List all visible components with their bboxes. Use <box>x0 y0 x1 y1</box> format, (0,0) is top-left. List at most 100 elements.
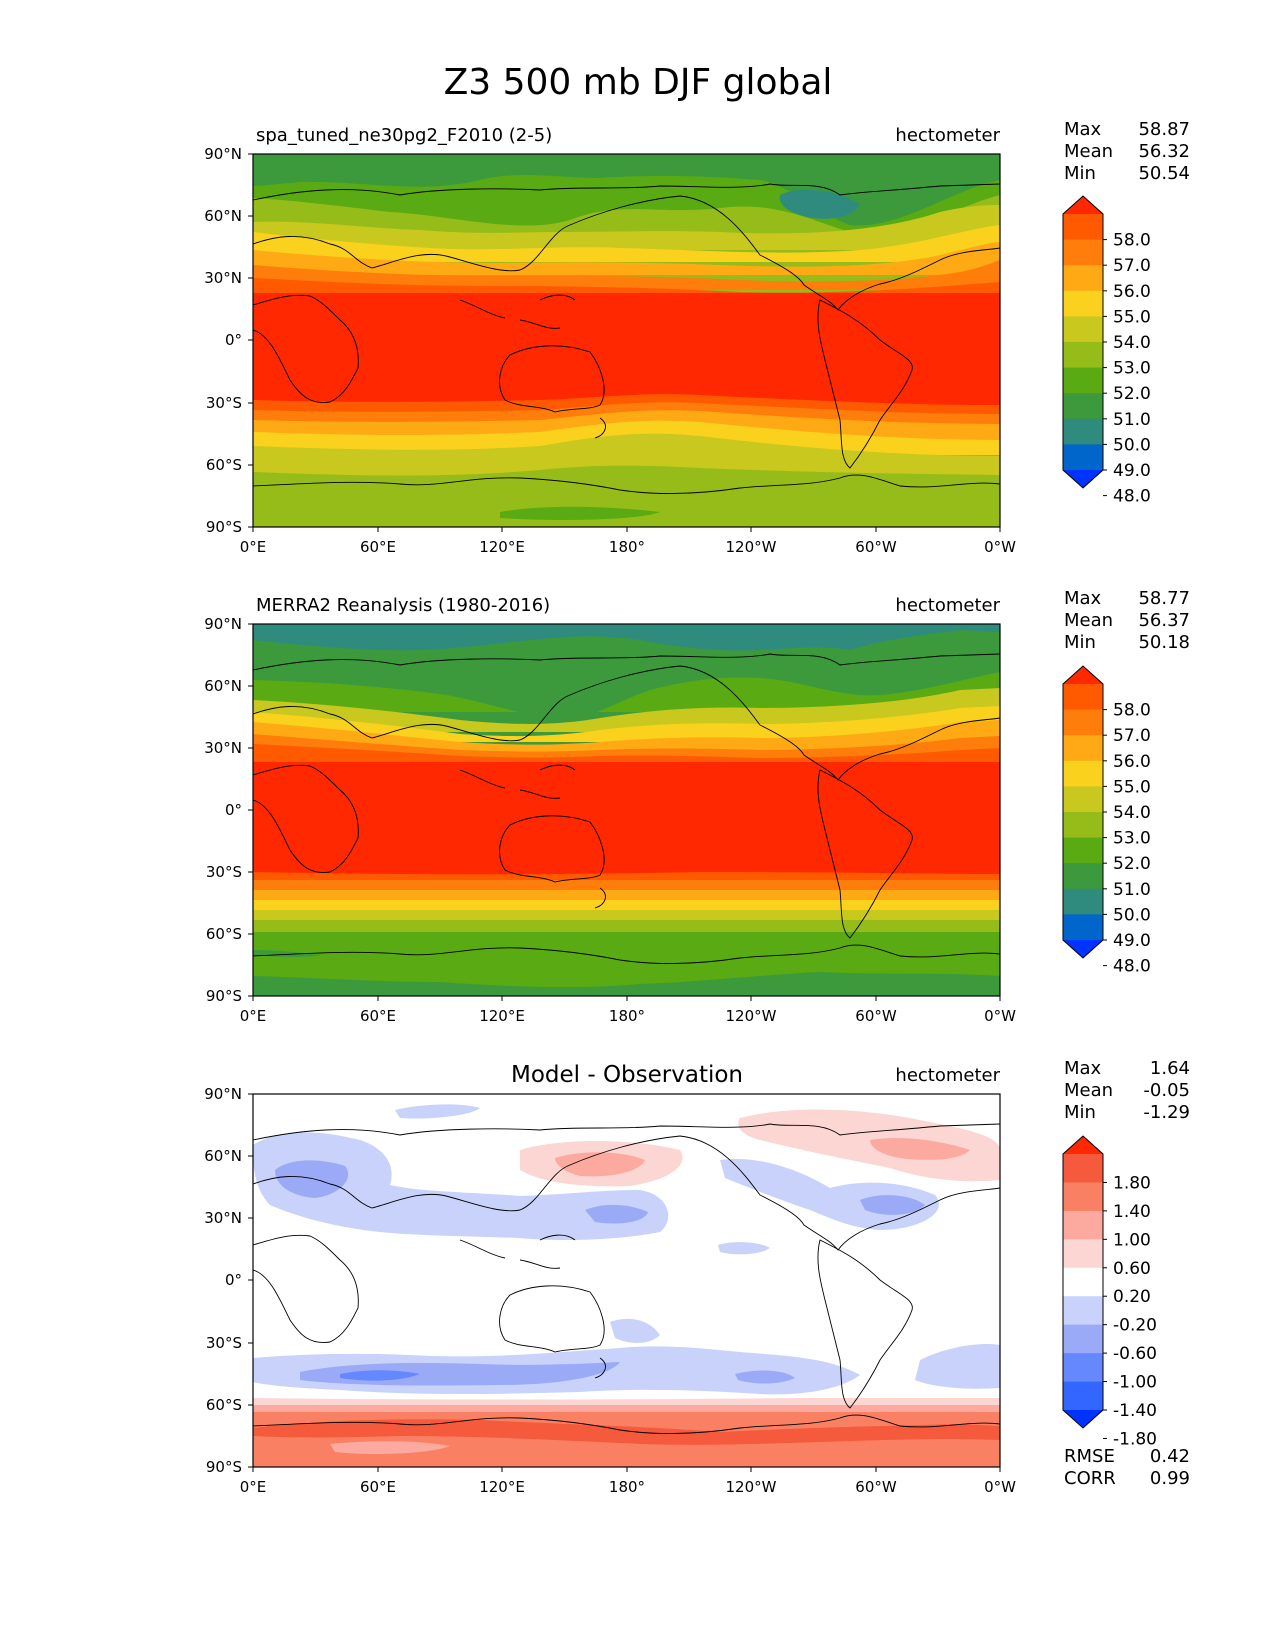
coastline <box>253 1234 359 1343</box>
lon-tick-label: 0°W <box>984 1478 1016 1496</box>
stat-max-value: 1.64 <box>1150 1058 1190 1079</box>
colorbar-tick-label: 48.0 <box>1113 957 1151 977</box>
colorbar-tick-label: 0.60 <box>1113 1259 1151 1279</box>
field-band <box>735 1370 795 1384</box>
panel-title: MERRA2 Reanalysis (1980-2016) <box>256 595 550 616</box>
stat-min-value: 50.54 <box>1138 163 1190 184</box>
coastline <box>594 417 606 439</box>
lat-tick-label: 0° <box>225 331 242 349</box>
lat-tick-label: 60°N <box>204 1147 242 1165</box>
coastline <box>817 769 913 939</box>
lat-tick-label: 30°N <box>204 1209 242 1227</box>
colorbar-tick-label: -1.40 <box>1113 1401 1157 1421</box>
lon-tick-label: 0°E <box>240 1478 267 1496</box>
lat-tick-label: 60°S <box>206 1396 242 1414</box>
field-band <box>253 1405 1000 1414</box>
colorbar-tick-label: 52.0 <box>1113 854 1151 874</box>
coastline <box>253 653 1000 671</box>
lat-tick-label: 30°S <box>206 863 242 881</box>
lat-tick-label: 90°N <box>204 1085 242 1103</box>
field-band <box>610 1318 660 1343</box>
lat-tick-label: 30°S <box>206 394 242 412</box>
stat-mean-value: 56.37 <box>1138 610 1190 631</box>
lon-ticks: 0°E 60°E 120°E 180° 120°W 60°W 0°W <box>240 527 1016 556</box>
colorbar-segment <box>1063 786 1103 813</box>
colorbar-tick-label: 1.00 <box>1113 1230 1151 1250</box>
colorbar-tick-label: 54.0 <box>1113 333 1151 353</box>
field-band <box>253 278 1000 296</box>
lon-tick-label: 120°E <box>479 1007 525 1025</box>
colorbar-tick-label: 58.0 <box>1113 231 1151 251</box>
lon-tick-label: 60°E <box>360 1007 396 1025</box>
field-band <box>275 1160 349 1198</box>
colorbar-segment <box>1063 1353 1103 1383</box>
lon-tick-label: 60°W <box>855 538 897 556</box>
colorbar-tick-label: 51.0 <box>1113 880 1151 900</box>
metric-rmse-value: 0.42 <box>1150 1446 1190 1467</box>
colorbar-segment <box>1063 684 1103 711</box>
lon-tick-label: 60°W <box>855 1478 897 1496</box>
map-field <box>253 624 1000 996</box>
colorbar-tick-label: -0.60 <box>1113 1344 1157 1364</box>
colorbar-segment <box>1063 1267 1103 1297</box>
coastline <box>253 1123 1000 1141</box>
colorbar-tick-label: 48.0 <box>1113 487 1151 507</box>
stat-max-value: 58.77 <box>1138 588 1190 609</box>
colorbar-segment <box>1063 760 1103 787</box>
map-field <box>253 154 1000 527</box>
stat-mean-label: Mean <box>1064 141 1113 162</box>
colorbar-segment <box>1063 709 1103 736</box>
lon-tick-label: 0°W <box>984 1007 1016 1025</box>
colorbar-segment <box>1063 342 1103 369</box>
coastline <box>459 294 576 329</box>
stat-max-label: Max <box>1064 588 1102 609</box>
panel-units: hectometer <box>895 1065 1000 1086</box>
lat-tick-label: 90°S <box>206 1458 242 1476</box>
field-band <box>500 506 660 520</box>
lon-tick-label: 180° <box>609 1007 645 1025</box>
colorbar-segment <box>1063 914 1103 941</box>
field-band <box>253 920 1000 934</box>
coastline <box>817 1239 913 1409</box>
field-band <box>253 624 1000 651</box>
field-band <box>253 720 1000 752</box>
lon-tick-label: 60°E <box>360 1478 396 1496</box>
colorbar: 58.0 57.0 56.0 55.0 54.0 53.0 52.0 51.0 50.0 49.0… <box>1062 665 1151 977</box>
lat-tick-label: 90°N <box>204 145 242 163</box>
colorbar-tick-label: 58.0 <box>1113 701 1151 721</box>
coastline <box>499 1285 605 1353</box>
lon-ticks: 0°E 60°E 120°E 180° 120°W 60°W 0°W <box>240 996 1016 1025</box>
stat-min-value: 50.18 <box>1138 632 1190 653</box>
field-band <box>340 1370 420 1381</box>
colorbar-segment <box>1063 1296 1103 1326</box>
field-band <box>253 225 1000 262</box>
lat-tick-label: 90°N <box>204 615 242 633</box>
colorbar-segment <box>1063 393 1103 420</box>
field-band <box>779 189 860 219</box>
colorbar-segment <box>1063 265 1103 292</box>
colorbar-extension-bottom <box>1063 470 1103 488</box>
lat-tick-label: 90°S <box>206 518 242 536</box>
colorbar-segment <box>1063 888 1103 915</box>
colorbar-segment <box>1063 1239 1103 1269</box>
colorbar-tick-label: 49.0 <box>1113 931 1151 951</box>
stat-mean-label: Mean <box>1064 1080 1113 1101</box>
lat-tick-label: 60°N <box>204 207 242 225</box>
field-band <box>253 880 1000 893</box>
stat-min-value: -1.29 <box>1143 1102 1190 1123</box>
field-band <box>253 242 1000 275</box>
colorbar-tick-label: -0.20 <box>1113 1316 1157 1336</box>
field-band <box>253 890 1000 903</box>
field-band <box>253 1419 1000 1445</box>
lon-tick-label: 120°W <box>726 538 777 556</box>
stat-min-label: Min <box>1064 163 1096 184</box>
field-band <box>718 1242 770 1255</box>
colorbar: 58.0 57.0 56.0 55.0 54.0 53.0 52.0 51.0 50.0 49.0… <box>1062 195 1151 507</box>
colorbar-segment <box>1063 239 1103 266</box>
lat-tick-label: 60°N <box>204 677 242 695</box>
coastline <box>459 1234 576 1269</box>
field-band <box>253 154 1000 226</box>
colorbar-tick-label: -1.80 <box>1113 1429 1157 1449</box>
field-band <box>253 706 1000 742</box>
stats-block: Max 58.87 Mean 56.32 Min 50.54 <box>1064 119 1190 184</box>
